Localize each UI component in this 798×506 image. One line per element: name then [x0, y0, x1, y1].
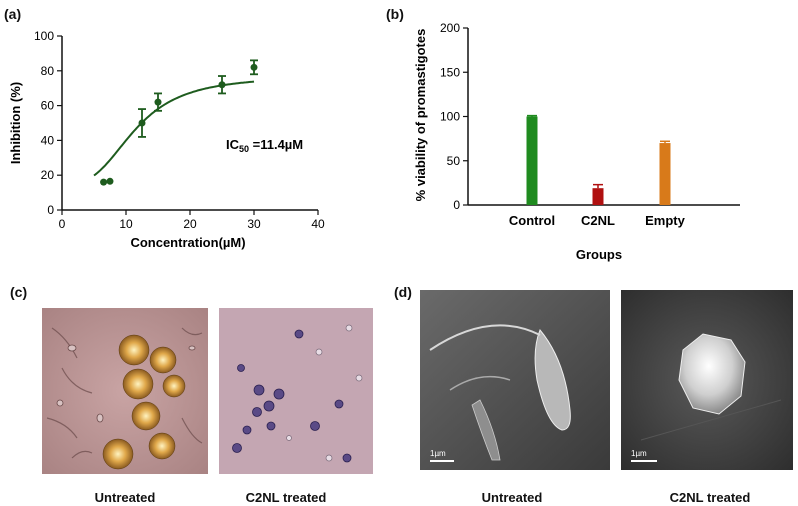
category-label: Control	[509, 213, 555, 228]
chart-a-y-tick-label: 80	[41, 64, 55, 78]
caption-d-treated: C2NL treated	[669, 490, 751, 505]
bar-error	[593, 183, 603, 189]
chart-a-x-tick-label: 10	[119, 217, 133, 231]
chart-a-x-axis-label: Concentration(µM)	[130, 235, 245, 250]
chart-a-y-tick-label: 40	[41, 133, 55, 147]
bar-control	[526, 116, 538, 205]
data-point	[138, 119, 146, 127]
fit-curve	[93, 80, 255, 177]
chart-b-y-tick-label: 100	[440, 110, 460, 124]
chart-b-y-tick-label: 200	[440, 21, 460, 35]
chart-a-marks	[93, 59, 258, 186]
data-point	[106, 177, 114, 185]
chart-b-y-axis-label: % viability of promastigotes	[413, 29, 428, 202]
data-point	[100, 178, 108, 186]
category-label: Empty	[645, 213, 686, 228]
chart-a-y-tick-label: 20	[41, 168, 55, 182]
chart-b-y-tick-label: 0	[453, 198, 460, 212]
data-point	[218, 81, 226, 89]
panel-label-d: (d)	[394, 284, 412, 300]
panel-label-c: (c)	[10, 284, 28, 300]
chart-a-axes: 0 20 40 60 80 100 0 10 20 30 40	[34, 29, 325, 231]
panel-label-a: (a)	[4, 6, 22, 22]
chart-a-x-tick-label: 20	[183, 217, 197, 231]
micrograph-untreated-c	[42, 308, 208, 474]
caption-c-treated: C2NL treated	[245, 490, 327, 505]
chart-a-y-tick-label: 60	[41, 99, 55, 113]
chart-a-x-tick-label: 30	[247, 217, 261, 231]
chart-a-y-tick-label: 100	[34, 29, 54, 43]
chart-b-y-tick-label: 150	[440, 65, 460, 79]
ic50-subscript: 50	[239, 144, 249, 154]
chart-a-y-tick-label: 0	[47, 203, 54, 217]
ic50-annotation: IC50 =11.4µM	[226, 137, 303, 154]
panel-label-b: (b)	[386, 6, 404, 22]
chart-b-x-axis-label: Groups	[576, 247, 622, 262]
caption-d-untreated: Untreated	[481, 490, 543, 505]
chart-a-x-tick-label: 0	[59, 217, 66, 231]
chart-b-marks	[526, 114, 671, 205]
caption-c-untreated: Untreated	[94, 490, 156, 505]
bar-error	[527, 114, 537, 117]
chart-a-y-axis-label: Inhibition (%)	[8, 82, 23, 164]
sem-image-untreated-d: 1µm	[420, 290, 610, 470]
chart-b-axes: 0 50 100 150 200 Control C2NL Empty	[440, 21, 740, 228]
chart-a-x-tick-label: 40	[311, 217, 325, 231]
ic50-value: =11.4µM	[249, 137, 303, 152]
micrograph-c2nl-treated-c	[219, 308, 373, 474]
bar-empty	[659, 143, 671, 205]
bar-c2nl	[592, 188, 604, 205]
bar-error	[660, 140, 670, 144]
data-point	[154, 98, 162, 106]
sem-image-c2nl-treated-d: 1µm	[621, 290, 793, 470]
category-label: C2NL	[581, 213, 615, 228]
scale-bar-label-d-left: 1µm	[430, 449, 446, 458]
data-point	[250, 63, 258, 71]
chart-b-y-tick-label: 50	[447, 154, 461, 168]
scale-bar-label-d-right: 1µm	[631, 449, 647, 458]
viability-bar-chart: 0 50 100 150 200 Control C2NL Empty Groups % vi…	[413, 21, 740, 262]
